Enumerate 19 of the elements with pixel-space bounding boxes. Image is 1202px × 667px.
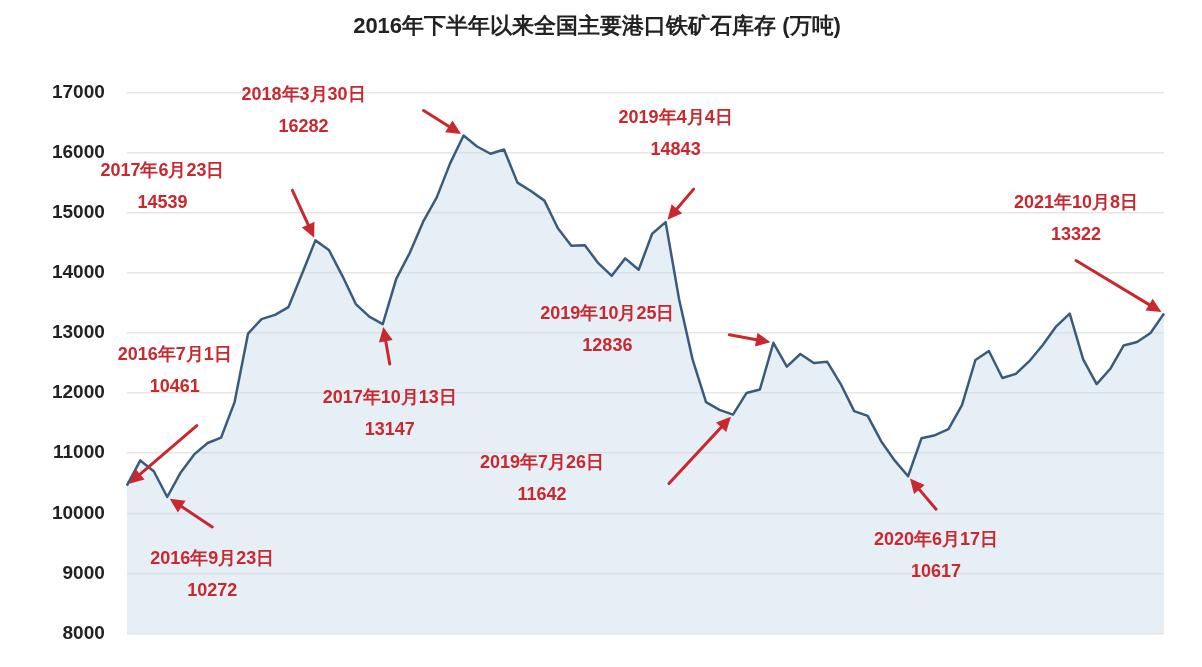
- y-tick-label: 9000: [62, 561, 105, 583]
- chart-title: 2016年下半年以来全国主要港口铁矿石库存 (万吨): [353, 13, 841, 39]
- y-tick-label: 10000: [51, 501, 105, 523]
- y-tick-label: 17000: [51, 80, 105, 102]
- annotation: 2016年9月23日 10272: [150, 547, 275, 600]
- annotation: 2019年7月26日 11642: [479, 451, 605, 504]
- annotation: 2020年6月17日 10617: [874, 529, 999, 582]
- y-tick-label: 13000: [51, 321, 105, 343]
- annotation: 2016年7月1日 10461: [117, 343, 232, 396]
- annotation: 2017年10月13日 13147: [322, 387, 457, 440]
- annotation: 2019年4月4日 14843: [618, 107, 733, 160]
- annotation: 2018年3月30日 16282: [241, 83, 366, 136]
- annotation: 2019年10月25日 12836: [540, 302, 675, 355]
- y-tick-label: 12000: [51, 381, 105, 403]
- y-tick-label: 8000: [62, 621, 105, 643]
- y-tick-label: 16000: [51, 140, 105, 162]
- annotation: 2021年10月8日 13322: [1013, 191, 1139, 244]
- y-tick-label: 14000: [51, 261, 105, 283]
- y-tick-label: 11000: [53, 441, 105, 463]
